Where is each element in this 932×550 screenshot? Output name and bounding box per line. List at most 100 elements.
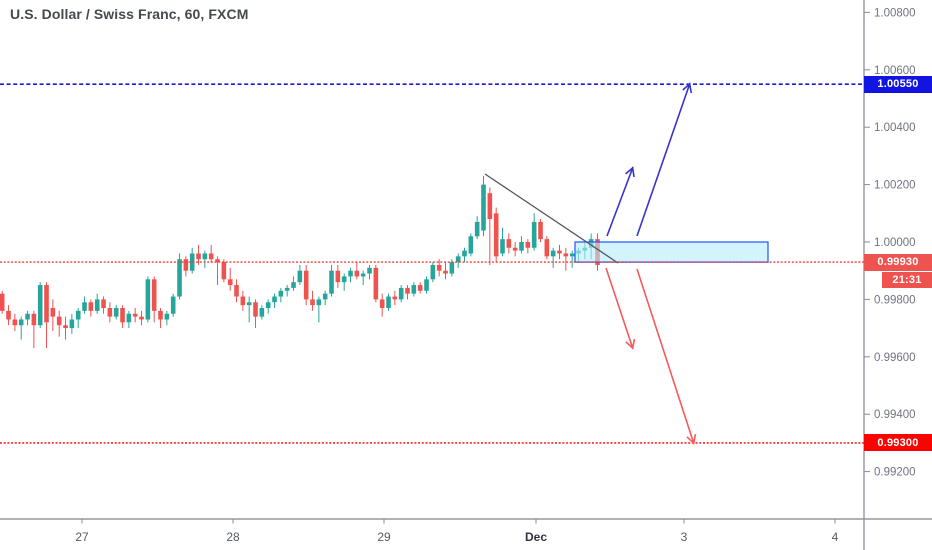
candle	[354, 262, 360, 280]
time-tick-label: 27	[75, 530, 89, 544]
trend-line[interactable]	[484, 173, 619, 264]
candle	[493, 207, 499, 263]
candle	[284, 285, 290, 297]
arrow-down-long[interactable]	[636, 268, 697, 445]
candle	[531, 213, 537, 251]
candle	[310, 290, 315, 311]
candle	[538, 219, 543, 242]
candle	[405, 285, 410, 300]
candle	[297, 264, 303, 286]
price-tick-label: 1.00800	[874, 7, 916, 19]
candle	[398, 285, 404, 303]
candle	[164, 310, 170, 326]
candle	[126, 310, 132, 329]
time-axis[interactable]: 27 28 29 Dec 3 4	[0, 518, 932, 544]
candle	[158, 308, 163, 329]
candle	[120, 305, 125, 329]
candle	[487, 187, 493, 265]
candle	[31, 310, 37, 349]
candle	[88, 299, 94, 317]
candle	[455, 253, 461, 268]
arrow-up-short[interactable]	[606, 166, 635, 237]
candle	[392, 290, 398, 306]
candle	[373, 264, 379, 303]
candle	[234, 279, 239, 303]
time-tick-label: 3	[681, 530, 688, 544]
arrow-up-long[interactable]	[636, 82, 693, 237]
bar-close-countdown-badge: 21:31	[882, 271, 932, 288]
candle	[291, 276, 296, 291]
candle	[411, 282, 417, 297]
candle	[424, 276, 429, 294]
candle	[386, 293, 391, 311]
time-tick-label: Dec	[525, 530, 547, 544]
candle	[221, 259, 227, 283]
last-price-badge[interactable]: 0.99930	[864, 253, 932, 271]
candle	[151, 276, 157, 323]
candle	[335, 264, 341, 288]
candle	[500, 227, 505, 257]
candle	[170, 293, 176, 317]
candle	[303, 264, 309, 306]
candle	[44, 282, 49, 349]
candle	[443, 262, 448, 280]
candle	[37, 282, 43, 329]
candle	[196, 244, 201, 265]
price-axis[interactable]: 1.00800 1.00600 1.00400 1.00200 1.00000 0.998…	[863, 0, 916, 550]
candle	[430, 262, 436, 283]
symbol-title[interactable]: U.S. Dollar / Swiss Franc, 60, FXCM	[10, 6, 249, 22]
candle	[525, 239, 531, 254]
price-tick-label: 0.99600	[874, 352, 916, 364]
candle	[544, 236, 550, 260]
candle	[177, 253, 182, 300]
candle	[208, 244, 214, 263]
candle	[6, 305, 11, 326]
candle	[75, 308, 81, 329]
candle	[379, 293, 385, 317]
candle	[367, 264, 372, 280]
candle	[12, 313, 18, 331]
candle	[101, 296, 106, 314]
candle	[202, 250, 208, 268]
candle	[341, 273, 347, 291]
candle	[132, 308, 138, 323]
price-tick-label: 0.99800	[874, 294, 916, 306]
arrow-down-short[interactable]	[605, 267, 636, 350]
alert-price-badge-lower[interactable]: 0.99300	[864, 434, 932, 452]
candle	[50, 299, 56, 331]
candlesticks	[0, 175, 600, 349]
candle	[436, 259, 442, 277]
candle	[240, 290, 246, 311]
candle	[329, 264, 334, 297]
supply-zone-rectangle[interactable]	[574, 241, 769, 263]
candle	[563, 247, 569, 271]
candle	[183, 256, 189, 277]
price-tick-label: 0.99200	[874, 467, 916, 479]
candle	[519, 236, 524, 254]
candle	[107, 302, 113, 323]
time-tick-label: 29	[377, 530, 391, 544]
candle	[474, 216, 480, 240]
time-tick-label: 4	[832, 530, 839, 544]
candle	[481, 175, 486, 237]
candle	[215, 256, 220, 286]
price-tick-label: 1.00000	[874, 237, 916, 249]
candle	[506, 233, 512, 254]
candle	[69, 313, 75, 334]
candle	[360, 270, 366, 286]
candle	[253, 299, 258, 329]
candle	[278, 287, 284, 303]
candle	[316, 296, 322, 323]
candle	[468, 233, 474, 257]
candle	[259, 305, 265, 320]
candle	[512, 242, 518, 257]
price-tick-label: 0.99400	[874, 409, 916, 421]
time-tick-label: 28	[226, 530, 240, 544]
candle	[0, 290, 5, 314]
price-tick-label: 1.00400	[874, 122, 916, 134]
candle	[550, 247, 556, 268]
candle	[82, 296, 87, 314]
alert-price-badge-upper[interactable]: 1.00550	[864, 75, 932, 93]
